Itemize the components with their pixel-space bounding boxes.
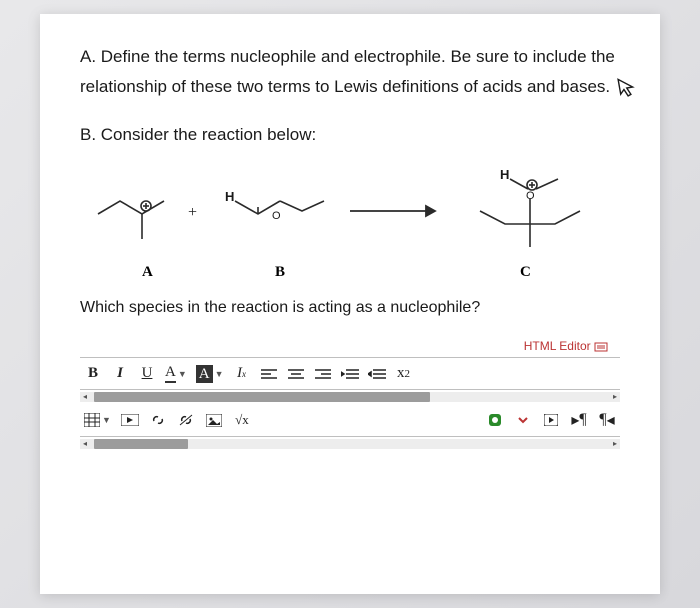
svg-text:H: H — [500, 167, 509, 182]
document-page: A. Define the terms nucleophile and elec… — [40, 14, 660, 594]
reaction-diagram: + H O H O — [80, 159, 620, 289]
editor-label[interactable]: HTML Editor — [80, 339, 620, 353]
align-center-button[interactable] — [287, 368, 305, 380]
image-button[interactable] — [205, 414, 223, 427]
svg-text:H: H — [225, 189, 234, 204]
record-button[interactable] — [486, 413, 504, 427]
label-a: A — [142, 264, 153, 281]
align-left-button[interactable] — [260, 368, 278, 380]
svg-text:O: O — [272, 210, 281, 222]
table-button[interactable]: ▼ — [84, 413, 111, 427]
scroll-right-icon[interactable]: ▸ — [610, 392, 620, 402]
italic-button[interactable]: I — [111, 365, 129, 382]
media-button[interactable] — [121, 414, 139, 426]
scroll-thumb[interactable] — [94, 392, 430, 402]
bold-button[interactable]: B — [84, 365, 102, 382]
toolbar-row-1: B I U A▼ A▼ Ix x2 — [80, 357, 620, 390]
scroll-thumb-2[interactable] — [94, 439, 188, 449]
cursor-icon — [616, 75, 638, 105]
scroll-left-icon[interactable]: ◂ — [80, 392, 90, 402]
reaction-svg: + H O H O — [80, 159, 620, 279]
scroll-right-icon-2[interactable]: ▸ — [610, 439, 620, 449]
superscript-button[interactable]: x2 — [395, 365, 413, 382]
followup-question: Which species in the reaction is acting … — [80, 299, 620, 317]
underline-button[interactable]: U — [138, 365, 156, 382]
scroll-left-icon-2[interactable]: ◂ — [80, 439, 90, 449]
editor-label-text: HTML Editor — [524, 339, 591, 353]
scrollbar-1[interactable]: ◂ ▸ — [80, 392, 620, 402]
play-button[interactable] — [542, 414, 560, 426]
rtl-button[interactable]: ¶◂ — [598, 410, 616, 430]
highlight-button[interactable]: A▼ — [196, 365, 224, 383]
label-c: C — [520, 264, 531, 281]
toolbar-row-2: ▼ √x ▸¶ ¶◂ — [80, 404, 620, 437]
scrollbar-2[interactable]: ◂ ▸ — [80, 439, 620, 449]
html-editor: HTML Editor B I U A▼ A▼ Ix x2 ◂ ▸ ▼ — [80, 339, 620, 449]
font-color-button[interactable]: A▼ — [165, 364, 187, 383]
chevron-down-icon[interactable] — [514, 415, 532, 425]
question-part-b: B. Consider the reaction below: — [80, 120, 620, 150]
outdent-button[interactable] — [368, 368, 386, 380]
indent-button[interactable] — [341, 368, 359, 380]
align-right-button[interactable] — [314, 368, 332, 380]
label-b: B — [275, 264, 285, 281]
plus-sign: + — [188, 204, 197, 221]
clear-format-button[interactable]: Ix — [233, 365, 251, 382]
ltr-button[interactable]: ▸¶ — [570, 410, 588, 430]
link-button[interactable] — [149, 413, 167, 427]
question-part-a: A. Define the terms nucleophile and elec… — [80, 42, 620, 102]
equation-button[interactable]: √x — [233, 412, 251, 428]
unlink-button[interactable] — [177, 413, 195, 427]
